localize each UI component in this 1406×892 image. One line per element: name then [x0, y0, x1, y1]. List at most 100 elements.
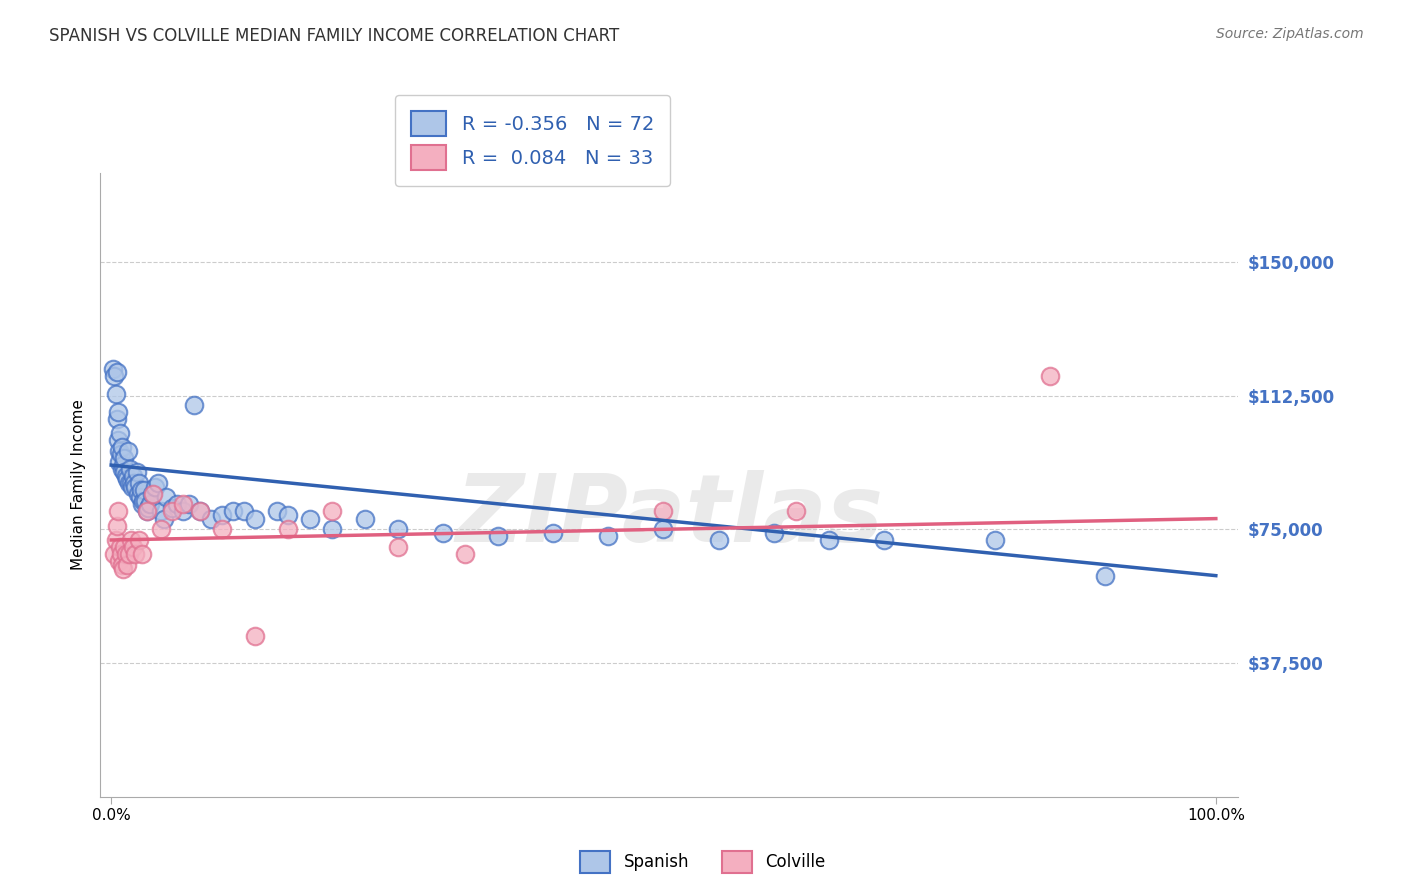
Point [134, 483, 156, 497]
Point [124, 479, 146, 493]
Point [453, 547, 475, 561]
Point [486, 529, 509, 543]
Point [211, 508, 233, 522]
Point [129, 483, 152, 497]
Point [108, 454, 131, 468]
Point [110, 447, 132, 461]
Point [136, 500, 159, 515]
Point [188, 504, 211, 518]
Point [108, 554, 131, 568]
Point [135, 504, 157, 518]
Point [221, 504, 243, 518]
Point [104, 533, 127, 547]
Point [115, 558, 138, 572]
Point [128, 475, 150, 490]
Point [149, 504, 172, 518]
Point [387, 522, 409, 536]
Point [541, 525, 564, 540]
Legend: Spanish, Colville: Spanish, Colville [574, 845, 832, 880]
Point [387, 540, 409, 554]
Point [114, 468, 136, 483]
Point [111, 440, 134, 454]
Point [707, 533, 730, 547]
Point [232, 504, 254, 518]
Point [107, 504, 129, 518]
Point [103, 547, 125, 561]
Point [120, 533, 142, 547]
Point [321, 504, 343, 518]
Point [277, 508, 299, 522]
Point [200, 511, 222, 525]
Point [298, 511, 321, 525]
Point [128, 490, 150, 504]
Point [107, 433, 129, 447]
Point [121, 479, 143, 493]
Point [105, 411, 128, 425]
Point [131, 547, 153, 561]
Point [166, 497, 188, 511]
Point [103, 369, 125, 384]
Point [243, 629, 266, 643]
Point [107, 404, 129, 418]
Point [122, 468, 145, 483]
Point [103, 362, 125, 376]
Point [598, 529, 620, 543]
Point [155, 490, 177, 504]
Y-axis label: Median Family Income: Median Family Income [72, 400, 86, 570]
Point [139, 497, 162, 511]
Point [124, 475, 146, 490]
Point [243, 511, 266, 525]
Point [128, 533, 150, 547]
Point [141, 486, 163, 500]
Point [211, 522, 233, 536]
Point [104, 387, 127, 401]
Point [652, 522, 675, 536]
Point [105, 366, 128, 380]
Point [131, 497, 153, 511]
Point [124, 547, 146, 561]
Point [143, 479, 166, 493]
Point [117, 443, 139, 458]
Point [172, 504, 194, 518]
Point [112, 561, 135, 575]
Point [142, 486, 165, 500]
Legend: R = -0.356   N = 72, R =  0.084   N = 33: R = -0.356 N = 72, R = 0.084 N = 33 [395, 95, 669, 186]
Point [132, 493, 155, 508]
Point [1039, 369, 1062, 384]
Point [160, 500, 183, 515]
Point [115, 472, 138, 486]
Point [114, 465, 136, 479]
Point [432, 525, 454, 540]
Point [134, 493, 156, 508]
Point [177, 497, 200, 511]
Point [172, 497, 194, 511]
Point [153, 511, 176, 525]
Point [120, 475, 142, 490]
Text: Source: ZipAtlas.com: Source: ZipAtlas.com [1216, 27, 1364, 41]
Point [762, 525, 785, 540]
Point [135, 504, 157, 518]
Point [984, 533, 1007, 547]
Point [105, 518, 128, 533]
Point [1094, 568, 1116, 582]
Point [183, 397, 205, 411]
Point [785, 504, 807, 518]
Point [122, 540, 145, 554]
Point [188, 504, 211, 518]
Point [114, 450, 136, 465]
Point [118, 475, 141, 490]
Point [114, 540, 136, 554]
Point [111, 558, 134, 572]
Point [112, 458, 135, 472]
Point [108, 443, 131, 458]
Point [277, 522, 299, 536]
Point [160, 504, 183, 518]
Point [149, 522, 172, 536]
Point [118, 461, 141, 475]
Point [321, 522, 343, 536]
Point [108, 425, 131, 440]
Text: SPANISH VS COLVILLE MEDIAN FAMILY INCOME CORRELATION CHART: SPANISH VS COLVILLE MEDIAN FAMILY INCOME… [49, 27, 620, 45]
Text: ZIPatlas: ZIPatlas [456, 470, 883, 562]
Point [873, 533, 896, 547]
Point [127, 486, 149, 500]
